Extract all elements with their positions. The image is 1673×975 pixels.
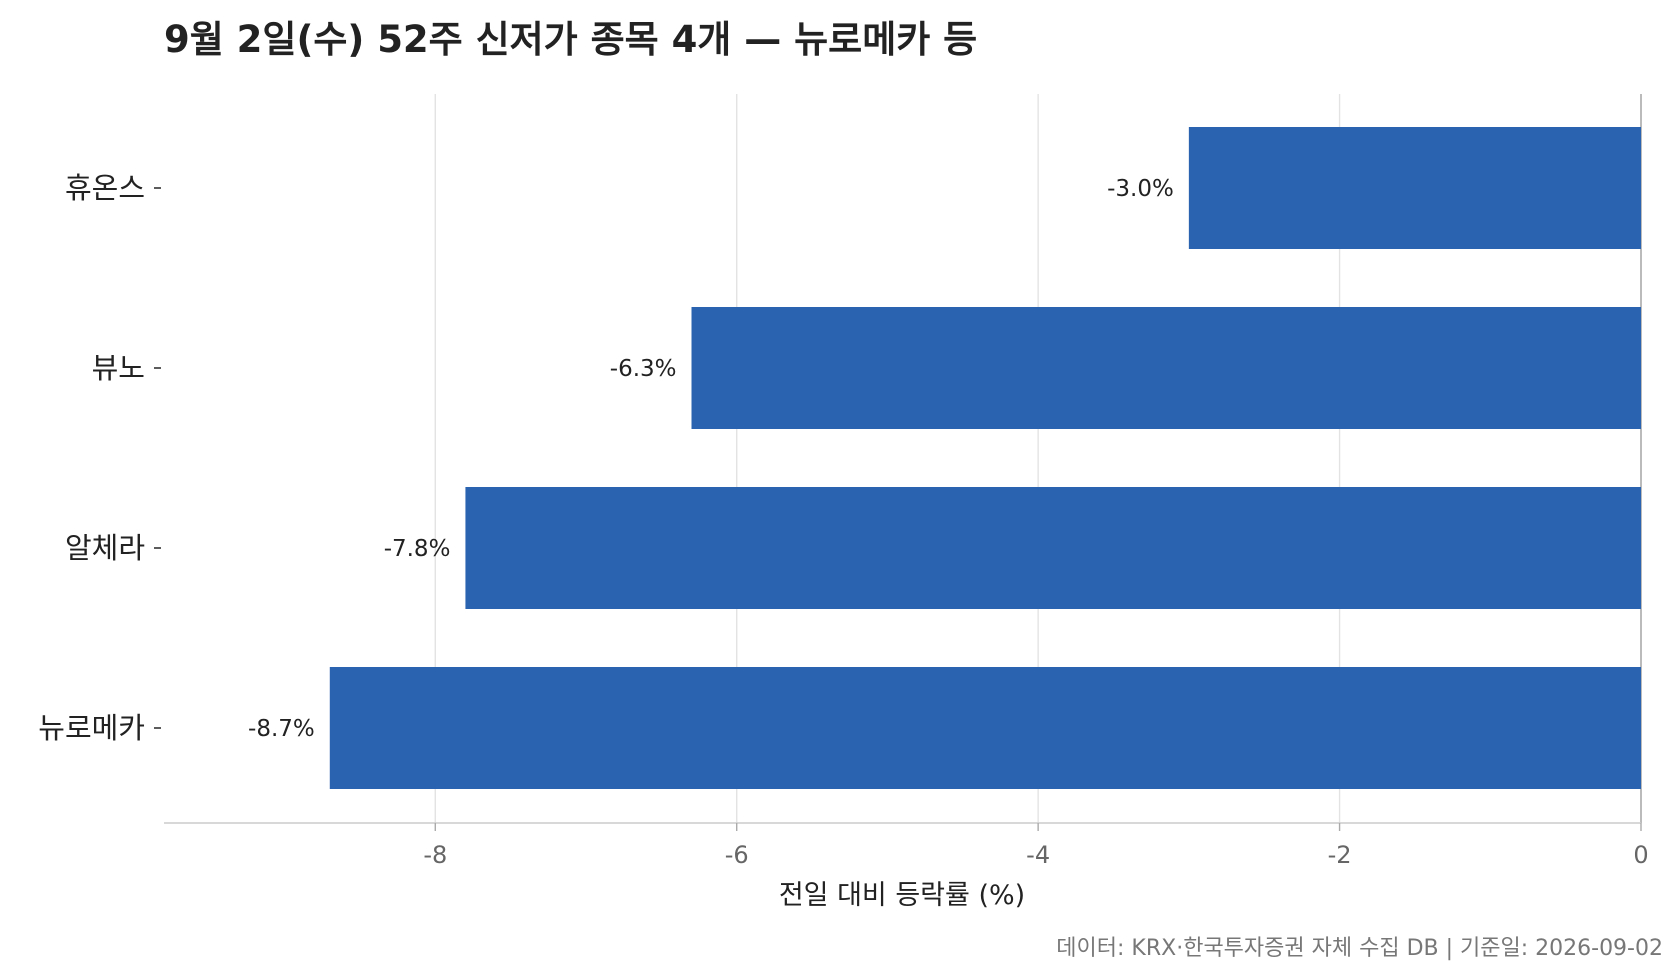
bar-2	[465, 487, 1641, 609]
bar-1	[691, 307, 1641, 429]
value-label-3: -8.7%	[248, 716, 315, 742]
axes	[154, 187, 1642, 831]
value-label-0: -3.0%	[1107, 176, 1174, 202]
x-tick-label-2: -4	[1026, 841, 1050, 869]
category-label-0: 휴온스	[65, 171, 145, 205]
value-label-1: -6.3%	[610, 356, 677, 382]
chart-title: 9월 2일(수) 52주 신저가 종목 4개 — 뉴로메카 등	[164, 18, 977, 61]
bar-3	[329, 667, 1642, 789]
bar-0	[1188, 127, 1641, 249]
x-tick-label-4: 0	[1633, 841, 1648, 869]
x-tick-label-1: -6	[725, 841, 749, 869]
category-label-1: 뷰노	[92, 351, 145, 385]
category-label-3: 뉴로메카	[38, 711, 145, 745]
category-label-2: 알체라	[65, 531, 145, 565]
source-note: 데이터: KRX·한국투자증권 자체 수집 DB | 기준일: 2026-09-…	[1056, 936, 1663, 961]
x-tick-label-3: -2	[1328, 841, 1352, 869]
bars	[329, 127, 1642, 789]
value-label-2: -7.8%	[384, 536, 451, 562]
x-tick-label-0: -8	[423, 841, 447, 869]
labels: 휴온스 -3.0% 뷰노 -6.3% 알체라 -7.8% 뉴로메카 -8.7% -8 -6 -4 -2…	[38, 171, 1648, 869]
x-axis-title: 전일 대비 등락률 (%)	[779, 880, 1025, 911]
